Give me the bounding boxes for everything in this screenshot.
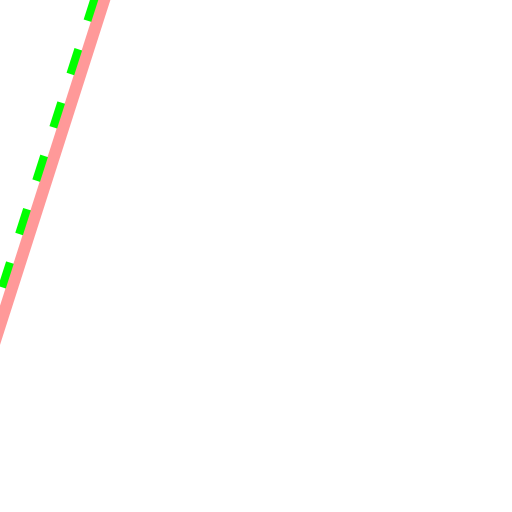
solid-line xyxy=(0,0,111,345)
